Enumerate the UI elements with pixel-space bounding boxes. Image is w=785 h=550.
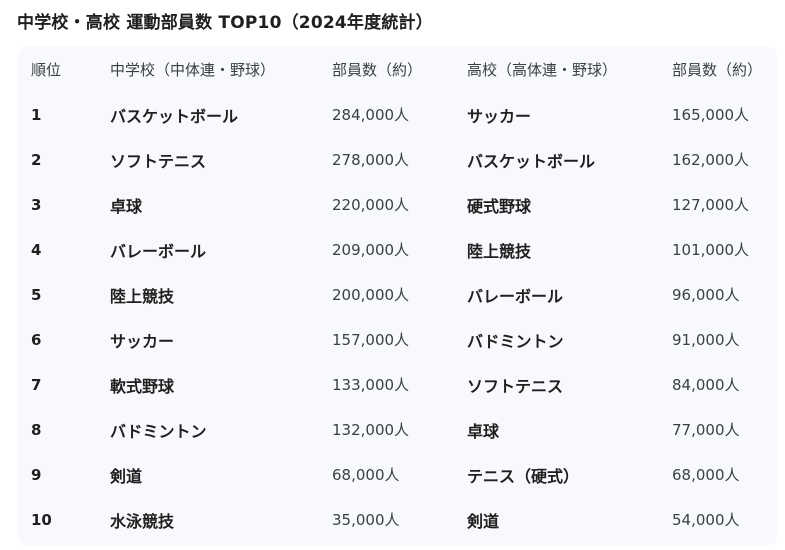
jh-count-cell: 278,000人 <box>332 151 410 169</box>
rank-cell: 9 <box>31 465 42 484</box>
jh-count-cell: 133,000人 <box>332 376 410 394</box>
jh-sport-cell: サッカー <box>110 331 175 351</box>
header-rank: 順位 <box>31 60 62 79</box>
hs-count-cell: 127,000人 <box>672 196 750 214</box>
hs-count-cell: 77,000人 <box>672 421 740 439</box>
hs-sport-cell: ソフトテニス <box>467 376 564 396</box>
header-jh-count: 部員数（約） <box>332 60 423 79</box>
jh-count-cell: 132,000人 <box>332 421 410 439</box>
jh-count-cell: 157,000人 <box>332 331 410 349</box>
hs-count-cell: 91,000人 <box>672 331 740 349</box>
jh-sport-cell: ソフトテニス <box>110 151 207 171</box>
rank-cell: 7 <box>31 375 42 394</box>
table-row: 4 バレーボール 209,000人 陸上競技 101,000人 <box>17 227 778 272</box>
hs-sport-cell: テニス（硬式） <box>467 466 580 486</box>
rank-cell: 10 <box>31 510 52 529</box>
jh-count-cell: 68,000人 <box>332 466 400 484</box>
rank-cell: 8 <box>31 420 42 439</box>
hs-count-cell: 96,000人 <box>672 286 740 304</box>
rank-cell: 2 <box>31 150 42 169</box>
jh-sport-cell: 軟式野球 <box>110 376 175 396</box>
hs-sport-cell: 卓球 <box>467 421 500 441</box>
hs-sport-cell: 剣道 <box>467 511 500 531</box>
jh-sport-cell: バレーボール <box>110 241 207 261</box>
rank-cell: 4 <box>31 240 42 259</box>
table-row: 7 軟式野球 133,000人 ソフトテニス 84,000人 <box>17 362 778 407</box>
table-row: 2 ソフトテニス 278,000人 バスケットボール 162,000人 <box>17 137 778 182</box>
header-hs-sport: 高校（高体連・野球） <box>467 60 618 79</box>
hs-sport-cell: バドミントン <box>467 331 564 351</box>
hs-count-cell: 162,000人 <box>672 151 750 169</box>
ranking-table: 順位 中学校（中体連・野球） 部員数（約） 高校（高体連・野球） 部員数（約） … <box>17 46 778 542</box>
hs-count-cell: 68,000人 <box>672 466 740 484</box>
jh-count-cell: 209,000人 <box>332 241 410 259</box>
table-header-row: 順位 中学校（中体連・野球） 部員数（約） 高校（高体連・野球） 部員数（約） <box>17 46 778 92</box>
jh-count-cell: 200,000人 <box>332 286 410 304</box>
hs-count-cell: 54,000人 <box>672 511 740 529</box>
rank-cell: 1 <box>31 105 42 124</box>
jh-sport-cell: 陸上競技 <box>110 286 175 306</box>
hs-sport-cell: 陸上競技 <box>467 241 532 261</box>
table-row: 5 陸上競技 200,000人 バレーボール 96,000人 <box>17 272 778 317</box>
ranking-table-card: 順位 中学校（中体連・野球） 部員数（約） 高校（高体連・野球） 部員数（約） … <box>17 46 778 546</box>
table-row: 8 バドミントン 132,000人 卓球 77,000人 <box>17 407 778 452</box>
hs-count-cell: 165,000人 <box>672 106 750 124</box>
table-row: 1 バスケットボール 284,000人 サッカー 165,000人 <box>17 92 778 137</box>
jh-count-cell: 35,000人 <box>332 511 400 529</box>
page-title: 中学校・高校 運動部員数 TOP10（2024年度統計） <box>17 13 433 33</box>
jh-sport-cell: 剣道 <box>110 466 143 486</box>
table-row: 3 卓球 220,000人 硬式野球 127,000人 <box>17 182 778 227</box>
jh-sport-cell: バドミントン <box>110 421 207 441</box>
table-row: 9 剣道 68,000人 テニス（硬式） 68,000人 <box>17 452 778 497</box>
header-hs-count: 部員数（約） <box>672 60 763 79</box>
jh-sport-cell: 水泳競技 <box>110 511 175 531</box>
rank-cell: 5 <box>31 285 42 304</box>
hs-sport-cell: バレーボール <box>467 286 564 306</box>
hs-count-cell: 101,000人 <box>672 241 750 259</box>
header-jh-sport: 中学校（中体連・野球） <box>110 60 276 79</box>
jh-sport-cell: バスケットボール <box>110 106 239 126</box>
rank-cell: 6 <box>31 330 42 349</box>
rank-cell: 3 <box>31 195 42 214</box>
hs-sport-cell: バスケットボール <box>467 151 596 171</box>
hs-sport-cell: 硬式野球 <box>467 196 532 216</box>
hs-count-cell: 84,000人 <box>672 376 740 394</box>
jh-sport-cell: 卓球 <box>110 196 143 216</box>
jh-count-cell: 284,000人 <box>332 106 410 124</box>
hs-sport-cell: サッカー <box>467 106 532 126</box>
jh-count-cell: 220,000人 <box>332 196 410 214</box>
table-row: 10 水泳競技 35,000人 剣道 54,000人 <box>17 497 778 542</box>
table-row: 6 サッカー 157,000人 バドミントン 91,000人 <box>17 317 778 362</box>
